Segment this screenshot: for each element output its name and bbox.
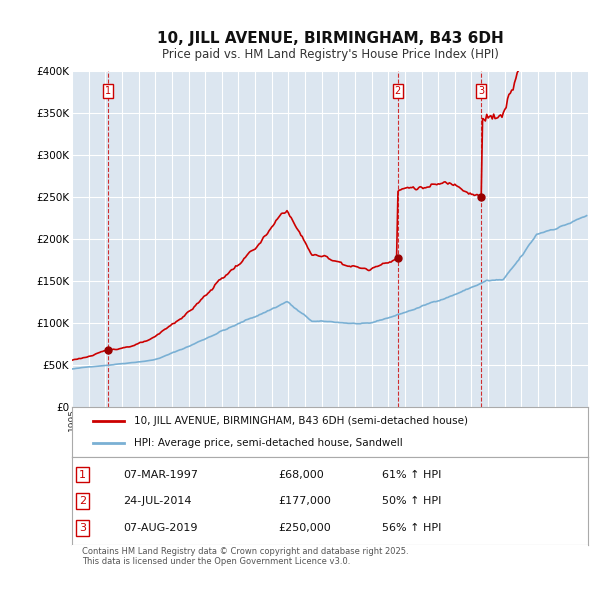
Text: 61% ↑ HPI: 61% ↑ HPI xyxy=(382,470,441,480)
Text: 07-AUG-2019: 07-AUG-2019 xyxy=(124,523,198,533)
Text: 2: 2 xyxy=(79,496,86,506)
Text: HPI: Average price, semi-detached house, Sandwell: HPI: Average price, semi-detached house,… xyxy=(134,438,403,448)
Text: 10, JILL AVENUE, BIRMINGHAM, B43 6DH (semi-detached house): 10, JILL AVENUE, BIRMINGHAM, B43 6DH (se… xyxy=(134,416,468,426)
Text: 10, JILL AVENUE, BIRMINGHAM, B43 6DH: 10, JILL AVENUE, BIRMINGHAM, B43 6DH xyxy=(157,31,503,46)
Text: Price paid vs. HM Land Registry's House Price Index (HPI): Price paid vs. HM Land Registry's House … xyxy=(161,48,499,61)
Text: £177,000: £177,000 xyxy=(278,496,331,506)
Text: 24-JUL-2014: 24-JUL-2014 xyxy=(124,496,192,506)
Text: £68,000: £68,000 xyxy=(278,470,324,480)
Text: 3: 3 xyxy=(79,523,86,533)
Text: 3: 3 xyxy=(478,86,485,96)
Text: 56% ↑ HPI: 56% ↑ HPI xyxy=(382,523,441,533)
Text: 1: 1 xyxy=(105,86,112,96)
Text: 50% ↑ HPI: 50% ↑ HPI xyxy=(382,496,441,506)
Text: £250,000: £250,000 xyxy=(278,523,331,533)
Text: 07-MAR-1997: 07-MAR-1997 xyxy=(124,470,199,480)
Text: Contains HM Land Registry data © Crown copyright and database right 2025.
This d: Contains HM Land Registry data © Crown c… xyxy=(82,547,409,566)
Text: 1: 1 xyxy=(79,470,86,480)
Text: 2: 2 xyxy=(394,86,401,96)
